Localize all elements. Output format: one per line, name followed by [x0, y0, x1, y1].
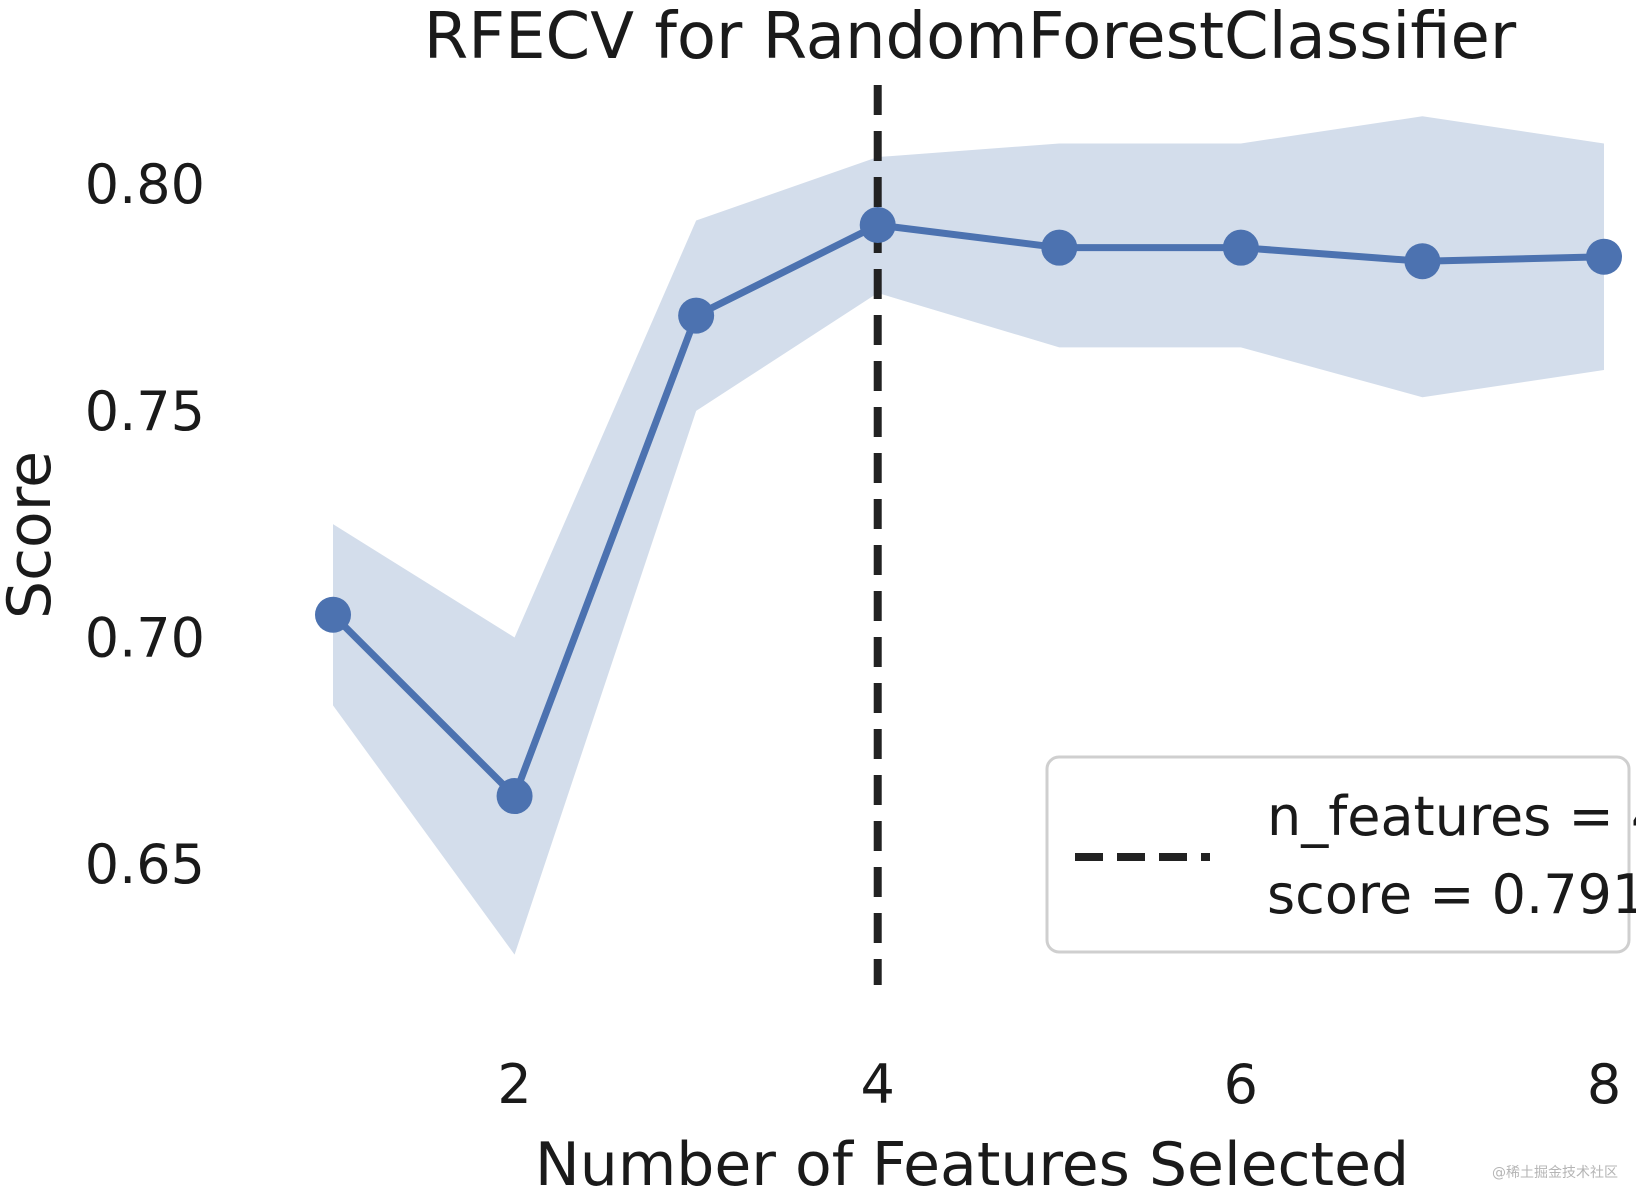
score-line	[330, 221, 1605, 800]
x-tick-label-4: 4	[861, 1053, 895, 1116]
data-point-3	[678, 297, 715, 334]
legend-line-1: n_features = 4	[1267, 785, 1636, 848]
legend: n_features = 4 score = 0.791	[1045, 755, 1636, 954]
y-tick-label-0.70: 0.70	[85, 606, 205, 669]
data-point-7	[1404, 243, 1441, 280]
data-point-1	[315, 596, 351, 633]
data-point-2	[496, 778, 533, 815]
data-point-6	[1222, 229, 1259, 266]
y-axis-label: Score	[0, 451, 65, 619]
x-tick-label-6: 6	[1224, 1053, 1258, 1116]
data-point-8	[1586, 238, 1622, 275]
x-tick-label-8: 8	[1587, 1053, 1621, 1116]
x-axis-label: Number of Features Selected	[535, 1130, 1409, 1190]
ticks-layer: 2 4 6 8 0.65 0.70 0.75 0.80	[85, 153, 1621, 1116]
data-point-5	[1041, 229, 1078, 266]
data-point-4	[859, 207, 896, 244]
chart-title: RFECV for RandomForestClassifier	[424, 0, 1517, 74]
y-tick-label-0.65: 0.65	[85, 833, 205, 896]
confidence-band-layer	[333, 116, 1604, 955]
x-tick-label-2: 2	[497, 1053, 531, 1116]
legend-line-2: score = 0.791	[1267, 863, 1636, 926]
series-line-layer	[330, 221, 1605, 800]
points-layer	[315, 207, 1622, 815]
y-tick-label-0.80: 0.80	[85, 153, 205, 216]
legend-box	[1045, 755, 1631, 954]
confidence-band	[333, 116, 1604, 955]
y-tick-label-0.75: 0.75	[85, 380, 205, 443]
watermark: @稀土掘金技术社区	[1492, 1165, 1618, 1181]
